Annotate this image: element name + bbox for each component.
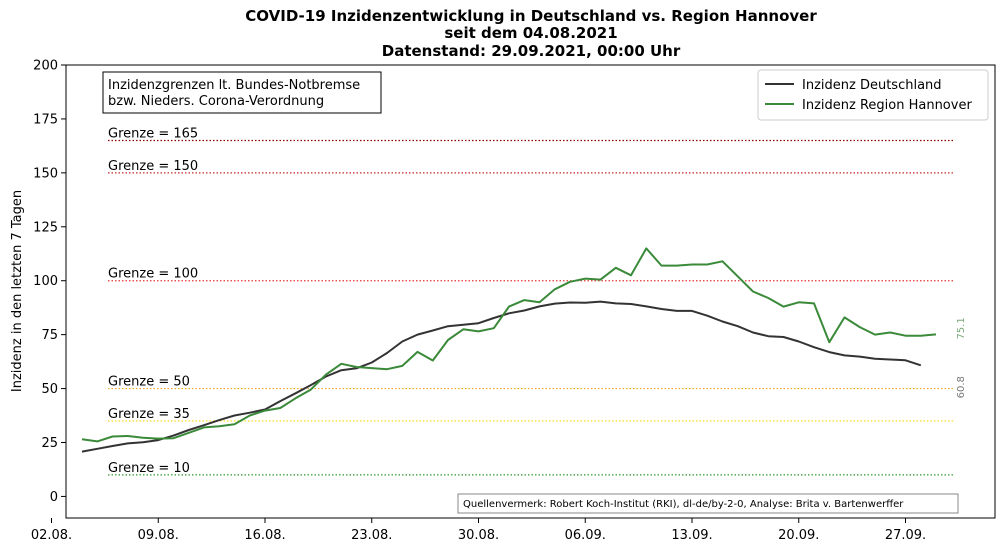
chart-title-line-2: seit dem 04.08.2021 <box>444 24 617 42</box>
y-tick-label: 125 <box>33 220 58 235</box>
x-tick-label: 20.09. <box>778 528 819 543</box>
threshold-label: Grenze = 10 <box>108 461 190 476</box>
source-note-text: Quellenvermerk: Robert Koch-Institut (RK… <box>463 499 904 510</box>
series-line-0 <box>81 300 922 453</box>
x-tick-label: 06.09. <box>565 528 606 543</box>
source-note: Quellenvermerk: Robert Koch-Institut (RK… <box>457 493 959 514</box>
chart-title-line-3: Datenstand: 29.09.2021, 00:00 Uhr <box>382 42 681 60</box>
y-tick-label: 50 <box>41 382 58 397</box>
y-tick-label: 25 <box>41 436 58 451</box>
chart-title: COVID-19 Inzidenzentwicklung in Deutschl… <box>245 7 817 60</box>
x-tick-label: 23.08. <box>351 528 392 543</box>
threshold-label: Grenze = 150 <box>108 159 198 174</box>
end-labels: 60.8 75.1 <box>956 317 967 398</box>
series-line-1 <box>81 247 937 443</box>
end-value-label: 60.8 <box>956 376 967 398</box>
y-axis-ticks: 0 25 50 75 100 125 150 175 200 <box>33 59 66 505</box>
info-box: Inzidenzgrenzen lt. Bundes-Notbremse bzw… <box>102 71 382 114</box>
x-tick-label: 16.08. <box>244 528 285 543</box>
y-tick-label: 200 <box>33 59 58 74</box>
y-tick-label: 0 <box>50 490 58 505</box>
end-value-label: 75.1 <box>956 317 967 339</box>
chart-title-line-1: COVID-19 Inzidenzentwicklung in Deutschl… <box>245 7 817 25</box>
x-axis-ticks: 02.08. 09.08. 16.08. 23.08. 30.08. 06.09. 13.0… <box>31 518 926 543</box>
plot-frame <box>65 64 996 519</box>
legend-label-hannover: Inzidenz Region Hannover <box>802 98 972 113</box>
x-tick-label: 02.08. <box>31 528 72 543</box>
x-tick-label: 13.09. <box>671 528 712 543</box>
y-tick-label: 75 <box>41 328 58 343</box>
axes <box>65 64 996 519</box>
legend: Inzidenz Deutschland Inzidenz Region Han… <box>757 69 989 121</box>
x-tick-label: 09.08. <box>138 528 179 543</box>
threshold-label: Grenze = 35 <box>108 407 190 422</box>
threshold-label: Grenze = 50 <box>108 375 190 390</box>
info-box-frame <box>102 71 382 114</box>
y-tick-label: 175 <box>33 112 58 127</box>
x-tick-label: 30.08. <box>458 528 499 543</box>
y-tick-label: 150 <box>33 166 58 181</box>
y-tick-label: 100 <box>33 274 58 289</box>
legend-frame <box>757 69 989 121</box>
threshold-label: Grenze = 100 <box>108 267 198 282</box>
info-box-line-2: bzw. Nieders. Corona-Verordnung <box>108 94 324 109</box>
source-note-frame <box>457 493 959 514</box>
x-tick-label: 27.09. <box>885 528 926 543</box>
legend-label-deutschland: Inzidenz Deutschland <box>802 78 942 93</box>
threshold-label: Grenze = 165 <box>108 127 198 142</box>
series-lines <box>81 247 937 453</box>
info-box-line-1: Inzidenzgrenzen lt. Bundes-Notbremse <box>108 78 360 93</box>
y-axis-label: Inzidenz in den letzten 7 Tagen <box>10 190 25 392</box>
threshold-lines: Grenze = 165 Grenze = 150 Grenze = 100 Gren… <box>108 127 955 476</box>
